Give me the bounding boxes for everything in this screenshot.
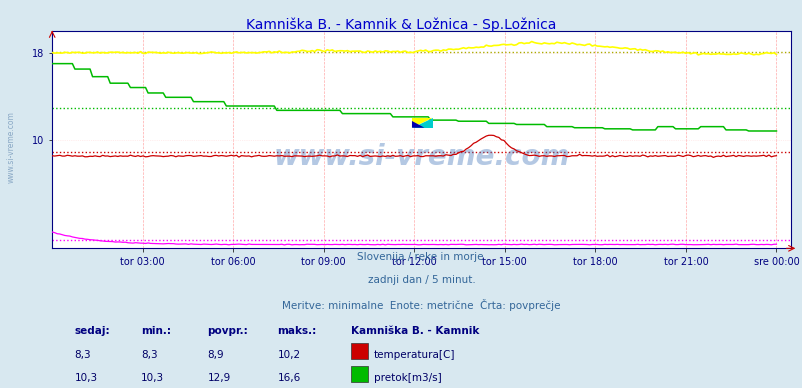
Text: 8,3: 8,3 xyxy=(75,350,91,360)
Text: 10,3: 10,3 xyxy=(75,373,97,383)
Text: Kamniška B. - Kamnik: Kamniška B. - Kamnik xyxy=(351,326,479,336)
Text: www.si-vreme.com: www.si-vreme.com xyxy=(6,111,15,184)
Polygon shape xyxy=(411,121,423,128)
Text: Slovenija / reke in morje.: Slovenija / reke in morje. xyxy=(356,252,486,262)
Text: sedaj:: sedaj: xyxy=(75,326,110,336)
Text: 12,9: 12,9 xyxy=(207,373,230,383)
Bar xyxy=(351,366,367,382)
Text: Meritve: minimalne  Enote: metrične  Črta: povprečje: Meritve: minimalne Enote: metrične Črta:… xyxy=(282,298,560,310)
Text: min.:: min.: xyxy=(140,326,171,336)
Text: pretok[m3/s]: pretok[m3/s] xyxy=(373,373,441,383)
Text: zadnji dan / 5 minut.: zadnji dan / 5 minut. xyxy=(367,275,475,286)
Text: 10,3: 10,3 xyxy=(140,373,164,383)
Text: temperatura[C]: temperatura[C] xyxy=(373,350,455,360)
Text: www.si-vreme.com: www.si-vreme.com xyxy=(273,143,569,171)
Text: maks.:: maks.: xyxy=(277,326,316,336)
Text: 8,3: 8,3 xyxy=(140,350,157,360)
Text: 10,2: 10,2 xyxy=(277,350,300,360)
Text: Kamniška B. - Kamnik & Ložnica - Sp.Ložnica: Kamniška B. - Kamnik & Ložnica - Sp.Ložn… xyxy=(246,17,556,32)
Text: povpr.:: povpr.: xyxy=(207,326,248,336)
Bar xyxy=(351,343,367,359)
Text: 16,6: 16,6 xyxy=(277,373,301,383)
Polygon shape xyxy=(411,118,432,128)
Text: 8,9: 8,9 xyxy=(207,350,224,360)
Polygon shape xyxy=(411,118,432,128)
